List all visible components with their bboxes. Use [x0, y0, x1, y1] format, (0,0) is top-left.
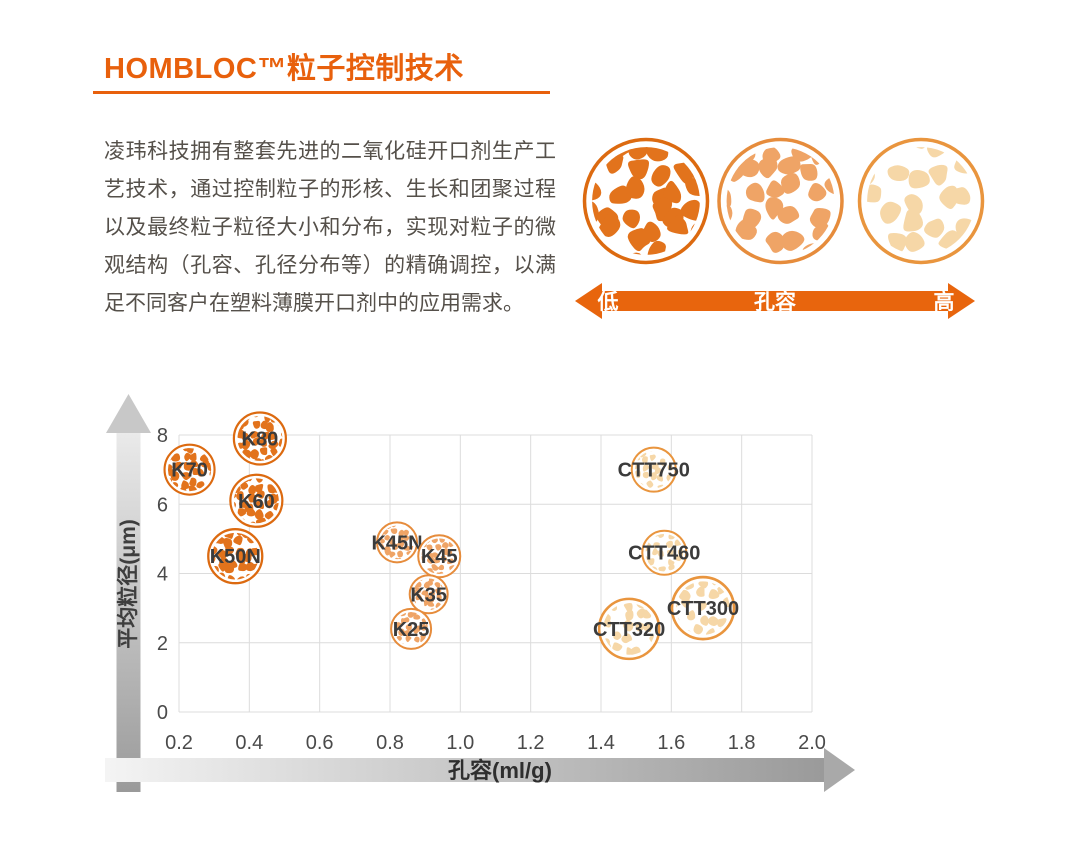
x-axis-title: 孔容(ml/g) [448, 758, 552, 783]
y-tick-label: 0 [157, 702, 168, 724]
chart-point-K35: K35 [408, 574, 449, 615]
chart-point-label: CTT750 [618, 460, 690, 482]
chart-grid [178, 434, 813, 713]
pore-volume-graphic: 低 孔容 高 [575, 137, 985, 319]
x-tick-label: 1.2 [517, 732, 545, 754]
chart-point-K45N: K45N [371, 521, 423, 564]
chart-point-label: K70 [171, 460, 208, 482]
pore-circle-1 [582, 137, 710, 265]
particle-texture [167, 448, 212, 492]
chart-point-label: CTT460 [628, 543, 700, 565]
x-tick-label: 1.0 [446, 732, 474, 754]
chart-point-label: K25 [393, 619, 430, 641]
y-tick-label: 2 [157, 633, 168, 655]
x-tick-label: 0.8 [376, 732, 404, 754]
y-axis-ticks: 0 2 4 6 8 [157, 425, 168, 724]
x-tick-label: 1.8 [728, 732, 756, 754]
x-axis-ticks: 0.2 0.4 0.6 0.8 1.0 1.2 1.4 1.6 1.8 2.0 [165, 732, 826, 754]
title-underline [93, 91, 550, 94]
chart-point-label: CTT320 [593, 619, 665, 641]
chart-point-K45: K45 [417, 534, 462, 579]
pore-circle-2 [717, 137, 844, 265]
chart-point-K80: K80 [232, 411, 287, 466]
chart-point-CTT460: CTT460 [628, 529, 700, 576]
intro-paragraph: 凌玮科技拥有整套先进的二氧化硅开口剂生产工艺技术，通过控制粒子的形核、生长和团聚… [104, 140, 556, 315]
x-axis-arrow-head [824, 748, 855, 792]
chart-point-CTT750: CTT750 [618, 446, 690, 493]
pore-circle-3 [857, 137, 985, 265]
page-title: HOMBLOC™粒子控制技术 [104, 53, 464, 85]
chart-point-label: K45N [371, 532, 422, 554]
pore-arrow-center-label: 孔容 [754, 290, 796, 314]
y-axis-arrow-shaft [116, 432, 141, 792]
x-tick-label: 1.6 [657, 732, 685, 754]
pore-arrow-low-label: 低 [597, 290, 619, 314]
chart-point-CTT300: CTT300 [667, 575, 739, 641]
chart-point-label: K45 [421, 546, 458, 568]
x-tick-label: 1.4 [587, 732, 615, 754]
pore-volume-arrow [575, 283, 975, 319]
particle-texture [380, 525, 414, 560]
chart-point-K25: K25 [390, 607, 433, 650]
y-axis-arrow-head [106, 394, 151, 433]
x-axis-arrow-shaft [105, 758, 825, 782]
y-tick-label: 4 [157, 564, 168, 586]
chart-point-label: K80 [242, 428, 279, 450]
x-tick-label: 0.4 [235, 732, 263, 754]
y-tick-label: 6 [157, 494, 168, 516]
pore-circles-group [582, 137, 985, 265]
chart-point-label: K35 [410, 584, 447, 606]
y-tick-label: 8 [157, 425, 168, 447]
chart-point-label: K60 [238, 491, 275, 513]
particle-texture [676, 581, 730, 635]
scatter-chart: 平均粒径(μm) 孔容(ml/g) 0.2 0.4 0.6 0.8 1.0 1.2 1.4 1… [105, 394, 855, 792]
x-tick-label: 0.2 [165, 732, 193, 754]
chart-point-K50N: K50N [207, 528, 264, 585]
chart-point-K70: K70 [163, 443, 216, 496]
pore-arrow-high-label: 高 [934, 290, 955, 314]
x-tick-label: 2.0 [798, 732, 826, 754]
chart-point-CTT320: CTT320 [593, 597, 665, 661]
chart-point-K60: K60 [229, 473, 284, 528]
chart-point-label: K50N [210, 546, 261, 568]
x-tick-label: 0.6 [306, 732, 334, 754]
chart-point-label: CTT300 [667, 598, 739, 620]
y-axis-title: 平均粒径(μm) [116, 519, 140, 649]
